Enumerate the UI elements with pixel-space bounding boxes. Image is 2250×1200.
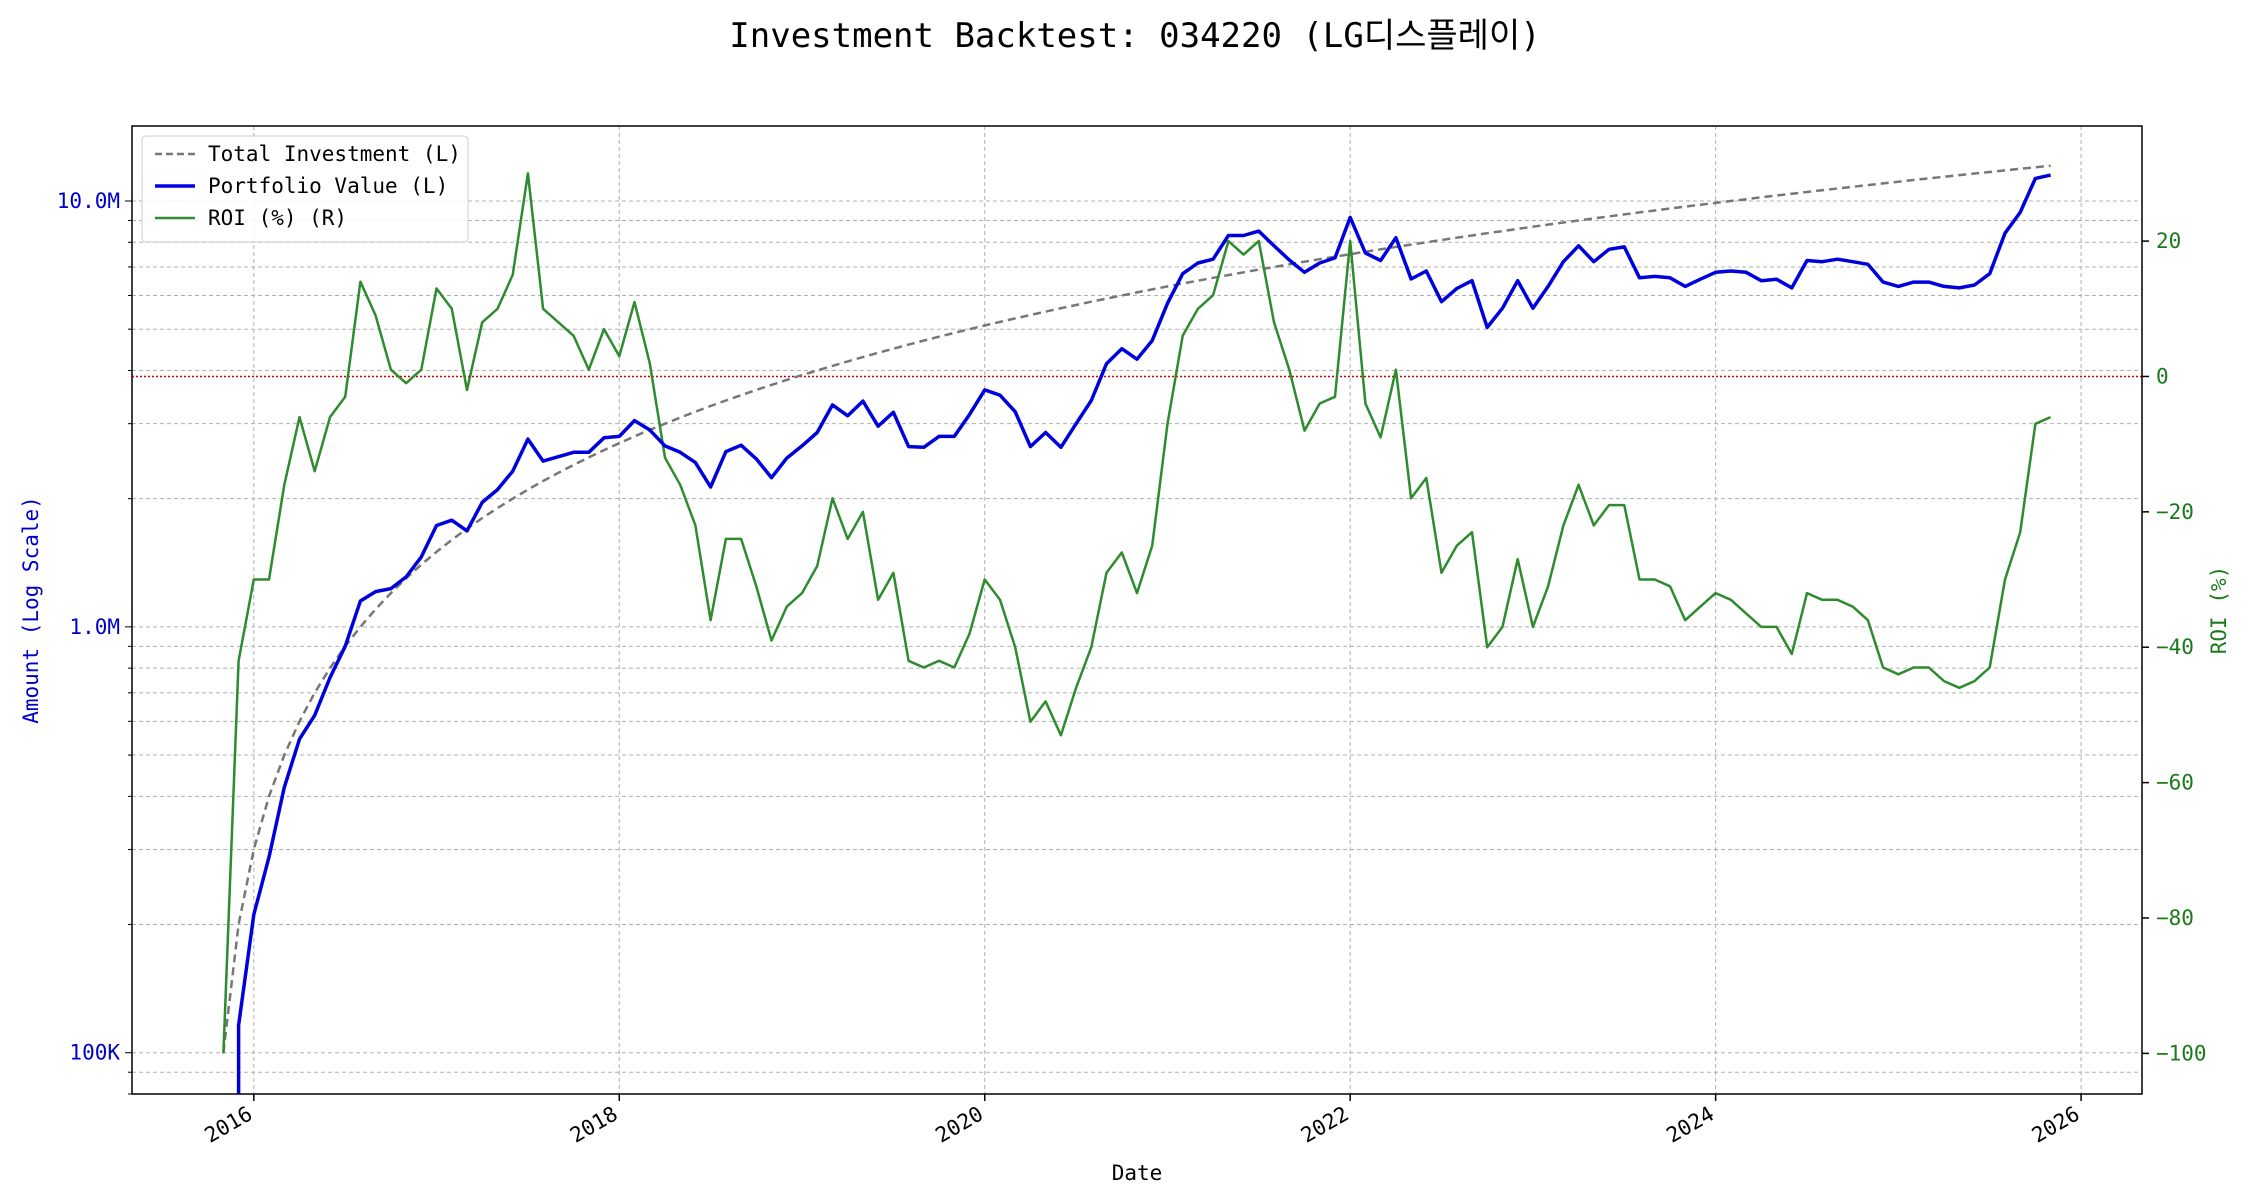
y-left-tick-label: 10.0M: [57, 189, 120, 213]
legend-label-portfolio-value: Portfolio Value (L): [208, 174, 448, 198]
y-right-tick-label: 0: [2156, 364, 2169, 388]
y-right-tick-label: −60: [2156, 771, 2194, 795]
legend-label-total-investment: Total Investment (L): [208, 142, 461, 166]
y-axis-right: −100 −80 −60 −40 −20 0 20: [2142, 229, 2207, 1065]
legend-box: [141, 135, 469, 243]
x-axis: 2016 2018 2020 2022 2024 2026: [201, 1094, 2084, 1148]
x-tick-label: 2016: [201, 1102, 257, 1148]
grid-layer: [132, 126, 2142, 1095]
legend-label-roi: ROI (%) (R): [208, 206, 347, 230]
y-right-tick-label: −100: [2156, 1041, 2207, 1065]
x-tick-label: 2022: [1297, 1102, 1353, 1148]
y-axis-right-label: ROI (%): [2207, 566, 2231, 655]
y-right-tick-label: −20: [2156, 500, 2194, 524]
roi-line: [222, 172, 2052, 1054]
y-left-tick-label: 1.0M: [69, 615, 120, 639]
x-tick-label: 2024: [1662, 1102, 1718, 1148]
portfolio-value-line: [236, 173, 2051, 1094]
y-axis-left-label: Amount (Log Scale): [19, 496, 43, 724]
y-axis-left: 100K 1.0M 10.0M: [57, 189, 132, 1095]
y-right-tick-label: 20: [2156, 229, 2181, 253]
series-layer: [222, 164, 2052, 1094]
x-tick-label: 2026: [2028, 1102, 2084, 1148]
x-tick-label: 2018: [566, 1102, 622, 1148]
y-right-tick-label: −80: [2156, 906, 2194, 930]
chart-title: Investment Backtest: 034220 (LG디스플레이): [729, 16, 1540, 56]
legend: Total Investment (L) Portfolio Value (L)…: [141, 135, 469, 243]
total-investment-line: [222, 164, 2051, 1053]
x-tick-label: 2020: [931, 1102, 987, 1148]
y-right-tick-label: −40: [2156, 635, 2194, 659]
plot-frame: [131, 125, 2143, 1095]
x-axis-label: Date: [1112, 1161, 1163, 1185]
y-left-tick-label: 100K: [69, 1041, 120, 1065]
